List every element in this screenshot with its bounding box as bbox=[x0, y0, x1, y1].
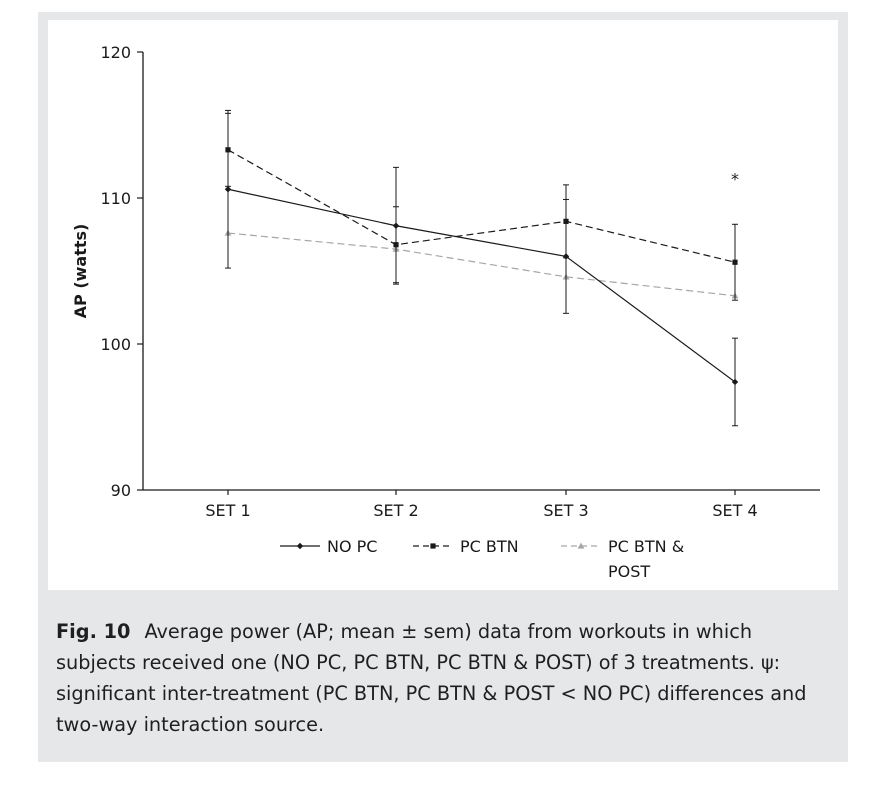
figure-caption: Fig. 10 Average power (AP; mean ± sem) da… bbox=[56, 616, 830, 740]
figure-panel: 90 100 110 120 SET 1 SET 2 SET 3 SET 4 AP (watts… bbox=[38, 12, 848, 600]
x-tick-label: SET 3 bbox=[543, 501, 588, 520]
x-tick-label: SET 4 bbox=[712, 501, 757, 520]
plot-area: 90 100 110 120 SET 1 SET 2 SET 3 SET 4 AP (watts… bbox=[48, 20, 838, 590]
significance-asterisk: * bbox=[731, 170, 739, 189]
legend-label-pc-btn-post: POST bbox=[608, 562, 650, 581]
x-tick-label: SET 1 bbox=[205, 501, 250, 520]
data-point-no-pc bbox=[224, 186, 232, 193]
legend-label-no-pc: NO PC bbox=[327, 537, 377, 556]
x-tick-label: SET 2 bbox=[373, 501, 418, 520]
caption-label: Fig. 10 bbox=[56, 620, 131, 643]
series-line-pc-btn bbox=[227, 149, 736, 263]
legend-marker-pc-btn bbox=[430, 543, 436, 549]
data-point-no-pc bbox=[731, 378, 739, 386]
caption-body: Average power (AP; mean ± sem) data from… bbox=[56, 620, 807, 736]
legend-marker-no-pc bbox=[296, 542, 304, 550]
y-tick-label: 100 bbox=[100, 335, 131, 354]
y-tick-label: 90 bbox=[111, 481, 131, 500]
line-chart: 90 100 110 120 SET 1 SET 2 SET 3 SET 4 AP (watts… bbox=[71, 43, 820, 581]
data-point-pc-btn bbox=[732, 259, 738, 265]
legend-label-pc-btn: PC BTN bbox=[460, 537, 519, 556]
caption-panel: Fig. 10 Average power (AP; mean ± sem) da… bbox=[38, 600, 848, 762]
y-axis-label: AP (watts) bbox=[71, 224, 90, 319]
data-point-no-pc bbox=[562, 253, 570, 260]
y-tick-label: 110 bbox=[100, 189, 131, 208]
series-line-no-pc bbox=[227, 188, 736, 383]
legend-marker-pc-btn-post bbox=[577, 542, 585, 549]
y-tick-label: 120 bbox=[100, 43, 131, 62]
data-point-no-pc bbox=[392, 222, 400, 229]
series-line-pc-btn-post bbox=[227, 232, 736, 297]
legend-label-pc-btn-post: PC BTN & bbox=[608, 537, 684, 556]
